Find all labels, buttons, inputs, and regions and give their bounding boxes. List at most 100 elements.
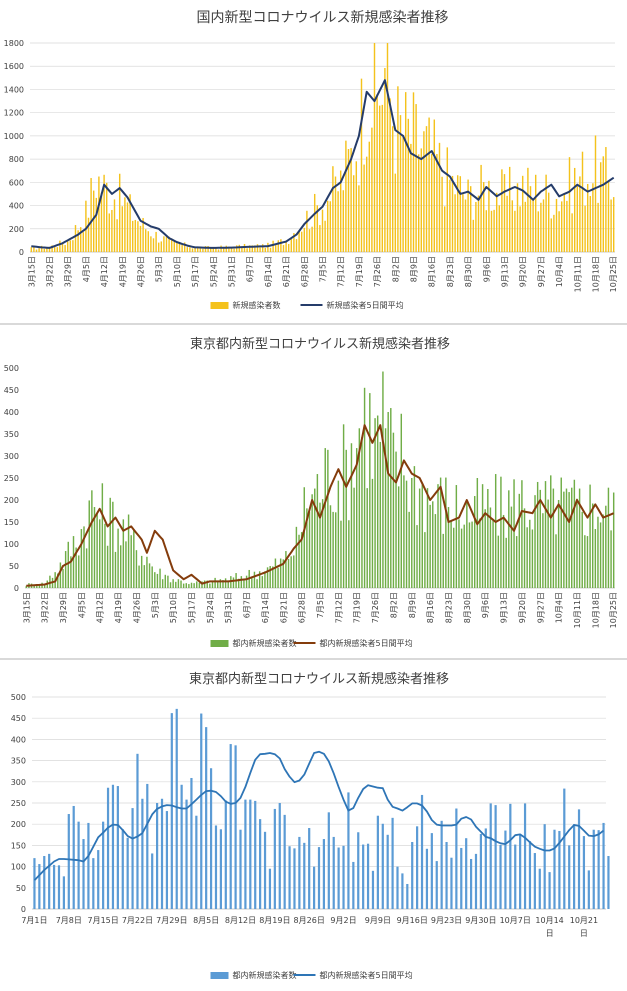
- bar: [127, 514, 130, 588]
- x-tick-label: 5月10日: [173, 256, 182, 287]
- bar: [154, 572, 156, 588]
- bar: [293, 848, 296, 909]
- bar: [141, 798, 144, 909]
- bar: [552, 488, 555, 588]
- bar: [282, 559, 285, 588]
- bar: [599, 522, 602, 588]
- bar: [80, 529, 83, 588]
- bar: [269, 566, 271, 588]
- bar: [264, 571, 266, 588]
- bar: [178, 243, 181, 252]
- bar: [543, 824, 546, 909]
- bar: [531, 529, 534, 588]
- y-tick-label: 250: [4, 474, 19, 483]
- bar: [319, 502, 321, 588]
- bar: [95, 197, 98, 252]
- bar: [88, 500, 90, 588]
- bar: [298, 836, 301, 909]
- bar: [160, 798, 164, 909]
- bar: [612, 197, 615, 252]
- bar: [165, 236, 168, 252]
- bar: [131, 808, 134, 909]
- y-tick-label: 1400: [4, 85, 24, 94]
- bar: [282, 245, 285, 252]
- x-tick-label: 9月20日: [519, 256, 528, 287]
- bar: [230, 247, 233, 252]
- bar: [57, 865, 61, 909]
- bar: [332, 836, 335, 909]
- bar: [146, 783, 149, 909]
- x-tick-label: 4月12日: [100, 256, 109, 287]
- x-tick-label: 8月9日: [408, 592, 417, 618]
- bar: [358, 428, 361, 588]
- bar: [508, 166, 511, 252]
- bar: [369, 393, 371, 588]
- bar: [563, 491, 565, 588]
- bar: [355, 161, 358, 252]
- x-tick-label: 7月29日: [156, 916, 187, 925]
- bar: [396, 866, 399, 909]
- bar: [104, 523, 106, 588]
- x-tick-label: 7月1日: [21, 916, 47, 925]
- x-tick-label: 10月7日: [500, 916, 531, 925]
- bar: [332, 166, 334, 252]
- bar: [514, 210, 516, 252]
- y-tick-label: 400: [4, 408, 19, 417]
- bar: [283, 814, 286, 909]
- bar: [131, 220, 134, 252]
- bar: [469, 858, 473, 909]
- bar: [109, 497, 111, 588]
- bar: [159, 568, 161, 588]
- bar: [188, 584, 190, 588]
- bar: [586, 536, 589, 588]
- bar: [259, 247, 261, 252]
- bar: [74, 225, 77, 252]
- bar: [555, 534, 557, 588]
- bar: [33, 585, 35, 588]
- bar: [494, 474, 497, 588]
- bar: [217, 249, 220, 252]
- bar: [139, 225, 142, 252]
- bar: [337, 480, 340, 588]
- bar: [219, 579, 222, 588]
- bar: [194, 248, 196, 252]
- bar: [316, 474, 319, 588]
- bar: [62, 876, 65, 909]
- bar: [228, 246, 230, 252]
- bar: [386, 834, 389, 909]
- bar: [82, 839, 85, 909]
- bar: [209, 583, 211, 588]
- legend-line-label: 新規感染者5日間平均: [327, 300, 404, 310]
- y-tick-label: 50: [16, 884, 26, 893]
- chart-tokyo-svg: 東京都内新型コロナウイルス新規感染者推移 0 50 100 150 200 250 300 35…: [4, 336, 618, 648]
- x-tick-label: 10月11日: [573, 592, 582, 628]
- bar: [597, 830, 600, 909]
- bar: [413, 466, 416, 588]
- bar: [52, 864, 56, 909]
- x-tick-label: 9月16日: [397, 916, 428, 925]
- bar: [455, 808, 458, 909]
- y-tick-label: 450: [11, 714, 26, 723]
- bar: [38, 864, 41, 909]
- bar: [207, 246, 209, 252]
- x-tick-label: 8月2日: [389, 592, 398, 618]
- bar: [224, 800, 227, 909]
- bar: [43, 856, 46, 909]
- bar: [403, 475, 405, 588]
- bar: [155, 803, 159, 909]
- bar: [442, 533, 444, 588]
- x-tick-label: 7月22日: [122, 916, 153, 925]
- bar: [48, 853, 51, 909]
- x-tick-label: 日: [580, 929, 588, 938]
- bar: [516, 183, 519, 252]
- bar: [518, 493, 521, 588]
- bar: [269, 247, 272, 252]
- bar: [430, 833, 433, 909]
- bar: [521, 480, 523, 588]
- bar: [146, 556, 148, 588]
- bar: [122, 519, 125, 588]
- bar: [176, 242, 178, 252]
- bar: [612, 492, 615, 588]
- bar: [82, 232, 85, 252]
- chart-panel-tokyo-july: 東京都内新型コロナウイルス新規感染者推移 0 50 100 150 200 250 300 35…: [0, 661, 627, 991]
